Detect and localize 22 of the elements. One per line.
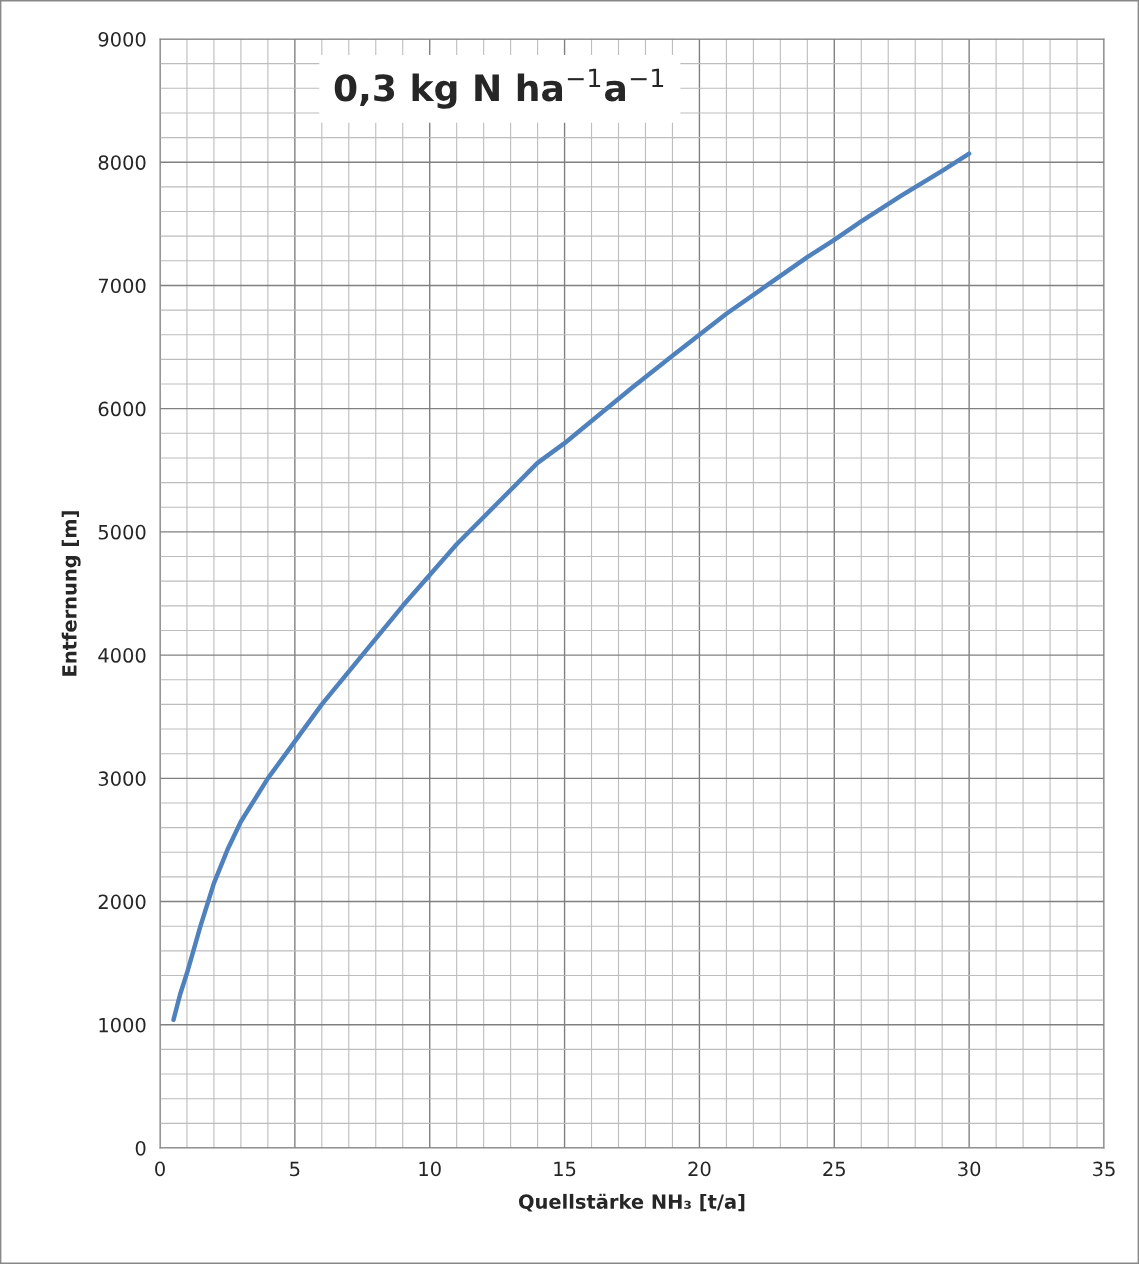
text: 0,3 kg N ha$^{−1}$a$^{−1}$ (334, 68, 664, 109)
y-tick-label: 0 (135, 1140, 146, 1156)
x-tick-label: 35 (1093, 1161, 1115, 1177)
x-tick-label: 15 (554, 1161, 576, 1177)
x-tick-label: 20 (688, 1161, 711, 1177)
y-tick-label: 7000 (98, 278, 146, 294)
y-tick-label: 4000 (98, 648, 146, 663)
x-axis-title: Quellstärke NH₃ [t/a] (518, 1193, 745, 1212)
y-tick-label: 9000 (98, 31, 146, 47)
y-tick-label: 1000 (99, 1017, 146, 1033)
x-tick-label: 0 (155, 1161, 165, 1177)
x-tick-label: 5 (290, 1161, 300, 1177)
y-tick-label: 5000 (98, 524, 146, 540)
x-tick-label: 25 (823, 1161, 845, 1177)
line-series (171, 151, 972, 1023)
y-tick-label: 6000 (98, 401, 146, 417)
y-tick-label: 2000 (98, 894, 146, 910)
x-tick-label: 10 (419, 1161, 441, 1177)
y-axis-title: Entfernung [m] (61, 511, 81, 676)
y-tick-label: 3000 (98, 771, 146, 786)
y-tick-label: 8000 (98, 155, 146, 170)
x-tick-label: 30 (958, 1161, 981, 1177)
